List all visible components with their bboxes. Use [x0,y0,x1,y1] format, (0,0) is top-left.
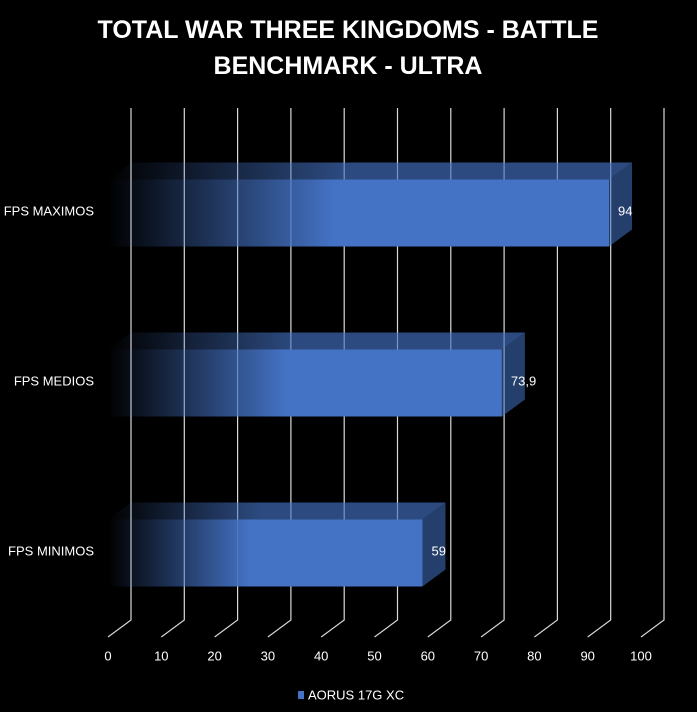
x-tick-label: 0 [104,648,111,663]
x-tick-label: 50 [367,648,381,663]
x-tick-label: 60 [421,648,435,663]
x-tick-label: 80 [527,648,541,663]
grid-line [534,108,559,638]
bar-top [108,162,633,180]
legend-label: AORUS 17G XC [308,687,404,702]
bar-side [422,502,446,587]
legend-swatch [298,691,304,699]
bar [108,519,423,587]
bar-side [501,332,525,417]
x-tick-label: 100 [630,648,652,663]
grid-line [374,108,399,638]
y-tick-label: FPS MAXIMOS [4,203,95,218]
grid-line [640,108,665,638]
grid-line [480,108,505,638]
x-tick-label: 30 [261,648,275,663]
value-label: 59 [431,543,445,558]
bar-side [609,162,633,247]
bar [108,179,610,247]
grid-line [267,108,292,638]
grid-line [320,108,345,638]
grid-line [587,108,612,638]
x-tick-label: 10 [154,648,168,663]
grid-line [427,108,452,638]
bar-top [108,502,446,520]
bar [108,349,502,417]
x-tick-label: 70 [474,648,488,663]
x-tick-label: 20 [207,648,221,663]
grid-line [107,108,132,638]
x-tick-label: 90 [580,648,594,663]
chart-title: TOTAL WAR THREE KINGDOMS - BATTLE BENCHM… [97,16,599,80]
x-tick-label: 40 [314,648,328,663]
y-tick-label: FPS MEDIOS [14,373,95,388]
value-label: 94 [618,203,632,218]
grid-line [214,108,239,638]
bar-top [108,332,525,350]
y-tick-label: FPS MINIMOS [8,543,94,558]
value-label: 73,9 [511,373,536,388]
grid-line [160,108,185,638]
